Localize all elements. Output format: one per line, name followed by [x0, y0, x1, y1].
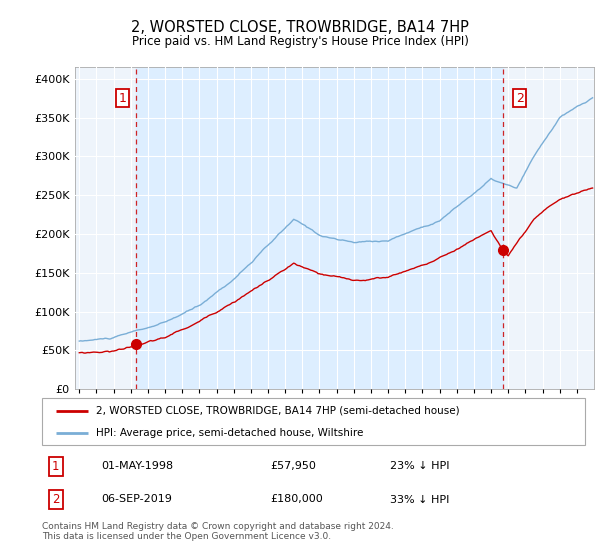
Text: 01-MAY-1998: 01-MAY-1998	[102, 461, 174, 472]
Text: Price paid vs. HM Land Registry's House Price Index (HPI): Price paid vs. HM Land Registry's House …	[131, 35, 469, 48]
Text: 2, WORSTED CLOSE, TROWBRIDGE, BA14 7HP (semi-detached house): 2, WORSTED CLOSE, TROWBRIDGE, BA14 7HP (…	[97, 406, 460, 416]
Bar	[136, 67, 503, 389]
Text: 2, WORSTED CLOSE, TROWBRIDGE, BA14 7HP: 2, WORSTED CLOSE, TROWBRIDGE, BA14 7HP	[131, 20, 469, 35]
Text: HPI: Average price, semi-detached house, Wiltshire: HPI: Average price, semi-detached house,…	[97, 428, 364, 438]
Text: 1: 1	[119, 92, 127, 105]
Text: 06-SEP-2019: 06-SEP-2019	[102, 494, 173, 505]
Text: Contains HM Land Registry data © Crown copyright and database right 2024.
This d: Contains HM Land Registry data © Crown c…	[42, 522, 394, 542]
Text: 23% ↓ HPI: 23% ↓ HPI	[389, 461, 449, 472]
Text: 2: 2	[52, 493, 59, 506]
Text: £180,000: £180,000	[270, 494, 323, 505]
Text: 1: 1	[52, 460, 59, 473]
Text: £57,950: £57,950	[270, 461, 316, 472]
Text: 33% ↓ HPI: 33% ↓ HPI	[389, 494, 449, 505]
Text: 2: 2	[516, 92, 524, 105]
FancyBboxPatch shape	[42, 398, 585, 445]
